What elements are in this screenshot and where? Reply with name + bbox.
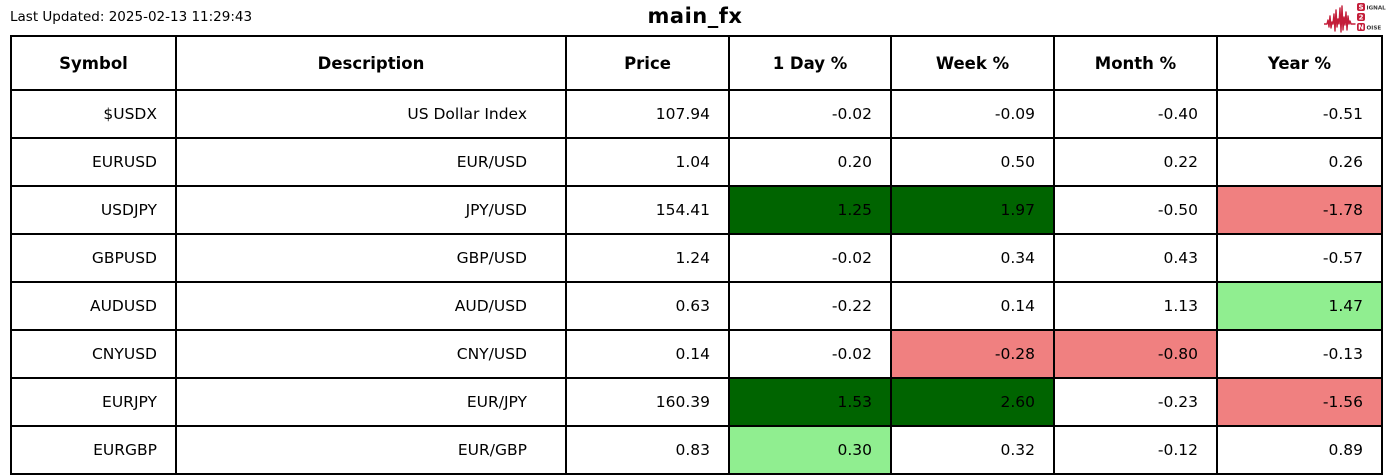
- cell-month: 0.22: [1053, 137, 1218, 187]
- cell-symbol: EURJPY: [10, 377, 177, 427]
- cell-week: 0.34: [890, 233, 1055, 283]
- table-header-row: Symbol Description Price 1 Day % Week % Month…: [10, 35, 1383, 91]
- cell-year: -0.51: [1216, 89, 1383, 139]
- cell-year: -1.78: [1216, 185, 1383, 235]
- table-row: CNYUSD CNY/USD 0.14 -0.02 -0.28 -0.80 -0.13: [10, 329, 1383, 379]
- last-updated-text: Last Updated: 2025-02-13 11:29:43: [10, 9, 253, 25]
- cell-day: 1.53: [728, 377, 892, 427]
- cell-week: 2.60: [890, 377, 1055, 427]
- cell-symbol: AUDUSD: [10, 281, 177, 331]
- cell-year: 0.89: [1216, 425, 1383, 475]
- cell-description: EUR/USD: [175, 137, 567, 187]
- fx-table: Symbol Description Price 1 Day % Week % Month…: [10, 35, 1383, 475]
- cell-week: 0.32: [890, 425, 1055, 475]
- cell-month: -0.80: [1053, 329, 1218, 379]
- logo-badge-s: S: [1358, 4, 1363, 12]
- cell-description: JPY/USD: [175, 185, 567, 235]
- top-bar: Last Updated: 2025-02-13 11:29:43 main_f…: [0, 0, 1390, 35]
- logo-badge-n: N: [1358, 24, 1364, 32]
- waveform-icon: [1323, 5, 1356, 33]
- cell-year: 0.26: [1216, 137, 1383, 187]
- cell-year: -0.57: [1216, 233, 1383, 283]
- cell-week: 1.97: [890, 185, 1055, 235]
- cell-description: US Dollar Index: [175, 89, 567, 139]
- cell-price: 0.83: [565, 425, 730, 475]
- cell-symbol: USDJPY: [10, 185, 177, 235]
- logo-text: S IGNAL 2 N OISE: [1357, 3, 1386, 32]
- cell-week: 0.50: [890, 137, 1055, 187]
- cell-description: AUD/USD: [175, 281, 567, 331]
- cell-description: CNY/USD: [175, 329, 567, 379]
- cell-month: -0.50: [1053, 185, 1218, 235]
- column-header-year: Year %: [1216, 35, 1383, 91]
- page-title: main_fx: [647, 4, 743, 28]
- cell-month: 0.43: [1053, 233, 1218, 283]
- cell-week: -0.28: [890, 329, 1055, 379]
- cell-week: 0.14: [890, 281, 1055, 331]
- cell-day: 0.30: [728, 425, 892, 475]
- table-row: EURJPY EUR/JPY 160.39 1.53 2.60 -0.23 -1.56: [10, 377, 1383, 427]
- column-header-symbol: Symbol: [10, 35, 177, 91]
- cell-month: -0.12: [1053, 425, 1218, 475]
- logo-text-noise: OISE: [1367, 25, 1382, 31]
- cell-day: 1.25: [728, 185, 892, 235]
- cell-week: -0.09: [890, 89, 1055, 139]
- cell-year: -0.13: [1216, 329, 1383, 379]
- cell-day: -0.02: [728, 89, 892, 139]
- cell-symbol: GBPUSD: [10, 233, 177, 283]
- column-header-description: Description: [175, 35, 567, 91]
- cell-price: 1.04: [565, 137, 730, 187]
- cell-description: EUR/GBP: [175, 425, 567, 475]
- cell-description: GBP/USD: [175, 233, 567, 283]
- cell-description: EUR/JPY: [175, 377, 567, 427]
- cell-symbol: CNYUSD: [10, 329, 177, 379]
- cell-price: 0.63: [565, 281, 730, 331]
- table-row: EURGBP EUR/GBP 0.83 0.30 0.32 -0.12 0.89: [10, 425, 1383, 475]
- cell-year: 1.47: [1216, 281, 1383, 331]
- cell-symbol: EURGBP: [10, 425, 177, 475]
- logo-text-signal: IGNAL: [1367, 5, 1387, 11]
- cell-year: -1.56: [1216, 377, 1383, 427]
- cell-price: 0.14: [565, 329, 730, 379]
- cell-day: -0.02: [728, 233, 892, 283]
- column-header-day: 1 Day %: [728, 35, 892, 91]
- logo-badge-2: 2: [1359, 14, 1364, 22]
- logo: S IGNAL 2 N OISE: [1323, 1, 1388, 35]
- cell-price: 107.94: [565, 89, 730, 139]
- column-header-price: Price: [565, 35, 730, 91]
- cell-day: -0.22: [728, 281, 892, 331]
- table-row: $USDX US Dollar Index 107.94 -0.02 -0.09 -0.4…: [10, 89, 1383, 139]
- cell-price: 154.41: [565, 185, 730, 235]
- table-row: AUDUSD AUD/USD 0.63 -0.22 0.14 1.13 1.47: [10, 281, 1383, 331]
- cell-month: -0.23: [1053, 377, 1218, 427]
- cell-symbol: $USDX: [10, 89, 177, 139]
- cell-price: 160.39: [565, 377, 730, 427]
- cell-day: 0.20: [728, 137, 892, 187]
- column-header-week: Week %: [890, 35, 1055, 91]
- table-row: USDJPY JPY/USD 154.41 1.25 1.97 -0.50 -1.78: [10, 185, 1383, 235]
- cell-day: -0.02: [728, 329, 892, 379]
- table-row: EURUSD EUR/USD 1.04 0.20 0.50 0.22 0.26: [10, 137, 1383, 187]
- cell-month: -0.40: [1053, 89, 1218, 139]
- table-row: GBPUSD GBP/USD 1.24 -0.02 0.34 0.43 -0.57: [10, 233, 1383, 283]
- cell-price: 1.24: [565, 233, 730, 283]
- cell-month: 1.13: [1053, 281, 1218, 331]
- column-header-month: Month %: [1053, 35, 1218, 91]
- cell-symbol: EURUSD: [10, 137, 177, 187]
